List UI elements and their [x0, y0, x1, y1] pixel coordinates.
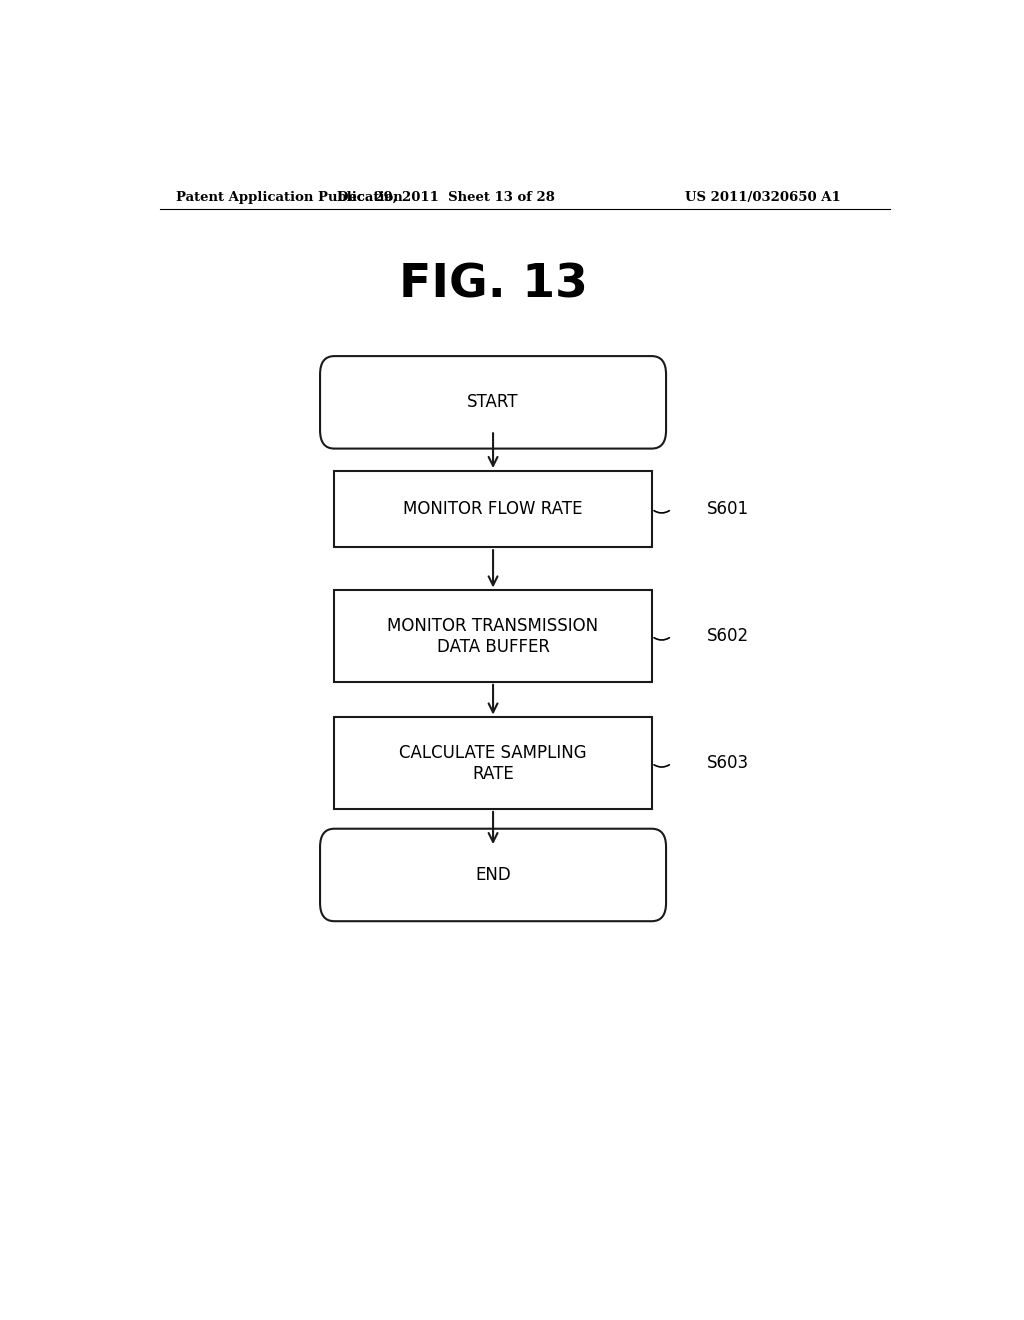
Text: S603: S603	[708, 754, 750, 772]
Text: Dec. 29, 2011  Sheet 13 of 28: Dec. 29, 2011 Sheet 13 of 28	[337, 190, 554, 203]
Text: END: END	[475, 866, 511, 884]
Text: US 2011/0320650 A1: US 2011/0320650 A1	[685, 190, 841, 203]
Text: CALCULATE SAMPLING
RATE: CALCULATE SAMPLING RATE	[399, 743, 587, 783]
FancyBboxPatch shape	[321, 356, 666, 449]
Text: Patent Application Publication: Patent Application Publication	[176, 190, 402, 203]
Text: START: START	[467, 393, 519, 412]
FancyBboxPatch shape	[334, 471, 652, 548]
Text: FIG. 13: FIG. 13	[398, 263, 588, 308]
Text: MONITOR FLOW RATE: MONITOR FLOW RATE	[403, 500, 583, 517]
FancyBboxPatch shape	[334, 718, 652, 809]
Text: S602: S602	[708, 627, 750, 645]
Text: MONITOR TRANSMISSION
DATA BUFFER: MONITOR TRANSMISSION DATA BUFFER	[387, 616, 599, 656]
Text: S601: S601	[708, 500, 750, 517]
FancyBboxPatch shape	[321, 829, 666, 921]
FancyBboxPatch shape	[334, 590, 652, 682]
